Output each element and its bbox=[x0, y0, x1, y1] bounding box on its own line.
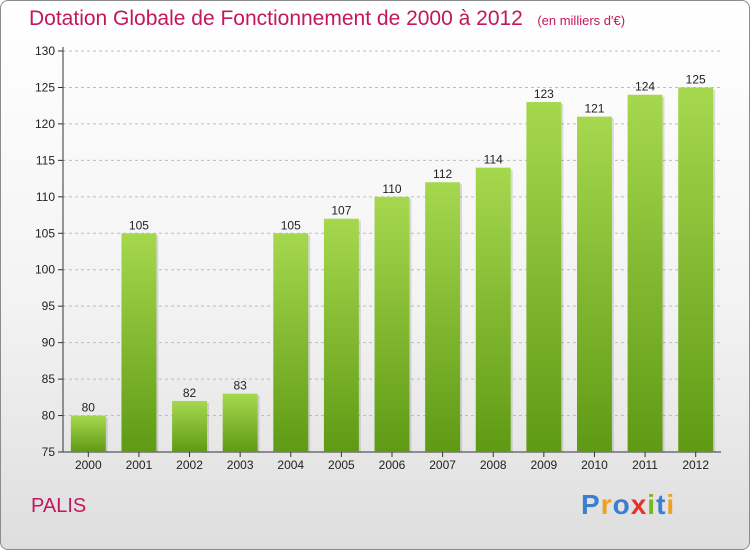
data-label: 105 bbox=[281, 218, 301, 232]
data-label: 124 bbox=[635, 80, 655, 94]
proxiti-logo: Proxiti bbox=[581, 489, 675, 521]
y-tick-label: 95 bbox=[42, 299, 56, 313]
logo-letter: P bbox=[581, 489, 601, 520]
bars bbox=[70, 87, 716, 453]
y-tick-label: 105 bbox=[35, 226, 55, 240]
bar bbox=[627, 94, 663, 452]
data-label: 82 bbox=[183, 386, 197, 400]
bar bbox=[172, 400, 208, 452]
chart-title: Dotation Globale de Fonctionnement de 20… bbox=[29, 7, 625, 31]
x-tick-label: 2003 bbox=[227, 458, 254, 472]
bar bbox=[121, 233, 157, 452]
logo-letter: r bbox=[600, 489, 613, 520]
x-tick-label: 2006 bbox=[379, 458, 406, 472]
x-tick-label: 2010 bbox=[581, 458, 608, 472]
y-tick-label: 120 bbox=[35, 117, 55, 131]
data-label: 112 bbox=[433, 167, 452, 181]
bar bbox=[678, 87, 714, 453]
logo-letter: t bbox=[656, 489, 667, 520]
bar bbox=[323, 218, 359, 452]
x-tick-label: 2001 bbox=[126, 458, 153, 472]
data-label: 83 bbox=[233, 379, 247, 393]
data-label: 110 bbox=[382, 182, 401, 196]
y-tick-label: 125 bbox=[35, 80, 55, 94]
bar bbox=[273, 233, 309, 452]
logo-letter: o bbox=[612, 489, 631, 520]
labels: 75 80 85 90 95 100 105 110 115 120 125 130 2000 80 200… bbox=[35, 44, 709, 472]
bar bbox=[526, 102, 562, 452]
y-tick-label: 85 bbox=[42, 372, 56, 386]
y-tick-label: 130 bbox=[35, 44, 55, 58]
data-label: 114 bbox=[484, 153, 503, 167]
y-tick-label: 75 bbox=[42, 445, 56, 459]
bar bbox=[222, 393, 258, 452]
bar bbox=[374, 196, 410, 452]
logo-letter: i bbox=[666, 489, 676, 520]
data-label: 105 bbox=[129, 218, 149, 232]
data-label: 107 bbox=[331, 204, 351, 218]
logo-letter: x bbox=[630, 489, 648, 520]
data-label: 125 bbox=[686, 72, 706, 86]
commune-name: PALIS bbox=[31, 495, 87, 517]
x-tick-label: 2002 bbox=[176, 458, 203, 472]
y-tick-label: 110 bbox=[36, 190, 55, 204]
x-tick-label: 2008 bbox=[480, 458, 507, 472]
bar bbox=[576, 116, 612, 453]
x-tick-label: 2005 bbox=[328, 458, 355, 472]
data-label: 121 bbox=[584, 102, 604, 116]
x-tick-label: 2012 bbox=[682, 458, 709, 472]
data-label: 80 bbox=[82, 401, 96, 415]
x-tick-label: 2000 bbox=[75, 458, 102, 472]
y-tick-label: 115 bbox=[36, 153, 55, 167]
x-tick-label: 2009 bbox=[530, 458, 557, 472]
y-tick-label: 80 bbox=[42, 409, 56, 423]
x-tick-label: 2011 bbox=[632, 458, 658, 472]
chart-unit-note: (en milliers d'€) bbox=[537, 13, 626, 28]
chart-title-text: Dotation Globale de Fonctionnement de 20… bbox=[29, 7, 523, 30]
x-tick-label: 2004 bbox=[277, 458, 304, 472]
bar bbox=[425, 182, 461, 452]
y-tick-label: 100 bbox=[35, 263, 55, 277]
data-label: 123 bbox=[534, 87, 554, 101]
bar bbox=[70, 415, 106, 452]
y-tick-label: 90 bbox=[42, 336, 56, 350]
x-tick-label: 2007 bbox=[429, 458, 456, 472]
logo-letter: i bbox=[647, 489, 657, 520]
bar bbox=[475, 167, 511, 452]
